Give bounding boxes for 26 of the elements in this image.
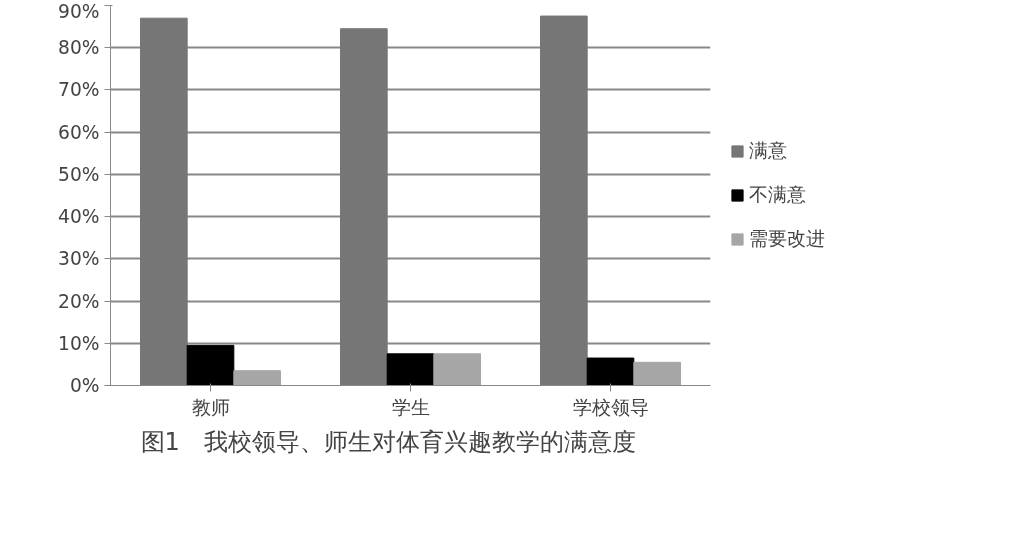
- y-tick-label: 50%: [58, 163, 100, 185]
- bar: [340, 28, 388, 386]
- y-tick-label: 30%: [58, 248, 100, 270]
- bar: [540, 15, 588, 386]
- y-tick-label: 10%: [58, 332, 100, 354]
- x-tick-label: 教师: [191, 396, 230, 418]
- y-tick-label: 60%: [58, 121, 100, 143]
- bar: [233, 370, 281, 386]
- y-tick-label: 90%: [58, 0, 100, 22]
- bar: [386, 353, 435, 386]
- legend-label: 不满意: [749, 183, 806, 207]
- y-tick-label: 0%: [69, 375, 100, 396]
- legend-label: 需要改进: [749, 227, 825, 251]
- x-tick-label: 学校领导: [572, 396, 649, 418]
- legend-label: 满意: [749, 139, 787, 163]
- y-tick-label: 80%: [58, 37, 100, 59]
- bar: [140, 17, 188, 386]
- text: 图1 我校领导、师生对体育兴趣教学的满意度: [140, 427, 636, 456]
- bar: [186, 344, 235, 386]
- bar: [433, 353, 481, 386]
- y-tick-label: 70%: [58, 79, 100, 101]
- y-tick-label: 40%: [58, 206, 100, 228]
- x-tick-label: 学生: [391, 396, 430, 418]
- bar: [586, 357, 635, 386]
- bar: [633, 361, 681, 386]
- y-tick-label: 20%: [58, 290, 100, 312]
